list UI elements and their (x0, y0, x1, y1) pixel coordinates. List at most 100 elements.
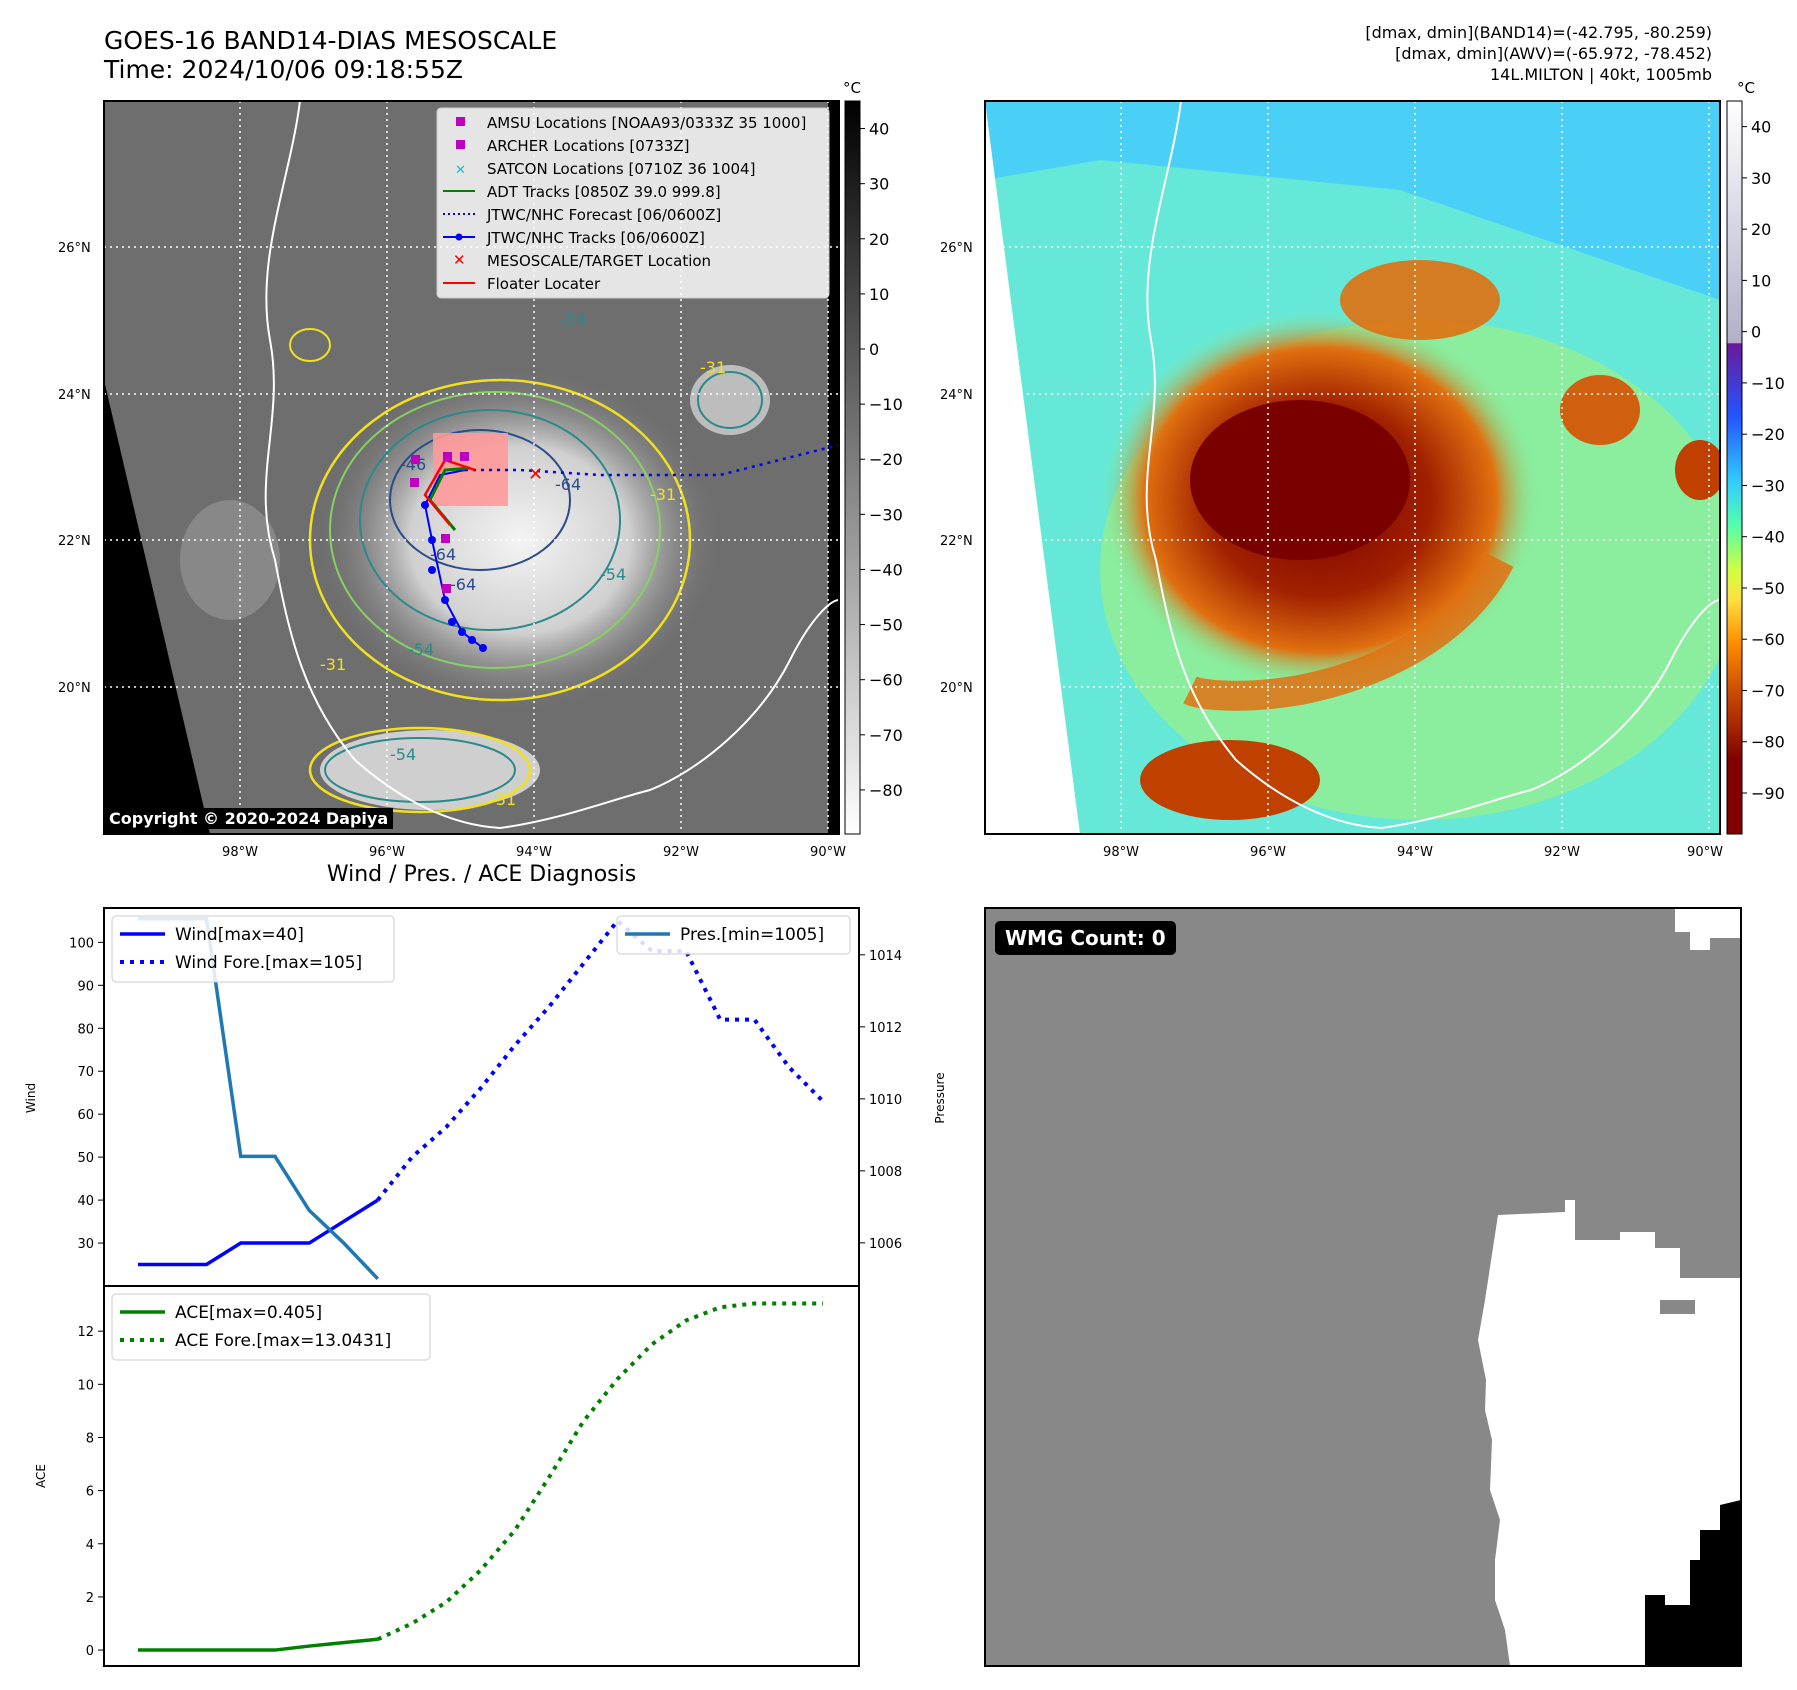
colorbar-tick-label: −60 (869, 671, 903, 690)
wmg-gray-block (1660, 1300, 1695, 1314)
lat-label: 22°N (58, 534, 91, 549)
ace-axis-label: ACE (34, 1464, 48, 1488)
y-tick-label: 40 (77, 1194, 94, 1209)
ir-contour-64 (389, 429, 571, 571)
y-tick-label: 8 (86, 1431, 94, 1446)
legend-label: ADT Tracks [0850Z 39.0 999.8] (487, 183, 721, 201)
color-map-frame (984, 100, 1721, 835)
ir-map-panel: -46 -54 -64 -31 -54 -31 -64 -54 -31 -54 … (58, 100, 846, 860)
colorbar-tick-label: −30 (869, 505, 903, 524)
colorbar-tick-label: 20 (1751, 220, 1771, 239)
ir-contour-label: -31 (700, 358, 726, 377)
pressure-legend-label: Pres.[min=1005] (680, 925, 824, 945)
y-tick-label: 6 (86, 1485, 94, 1500)
colorbar-tick-label: −70 (1751, 681, 1785, 700)
info-line-2: [dmax, dmin](AWV)=(-65.972, -78.452) (1395, 44, 1712, 63)
page-title: GOES-16 BAND14-DIAS MESOSCALE Time: 2024… (104, 26, 557, 84)
color-gridlines (985, 101, 1720, 834)
title-line-2: Time: 2024/10/06 09:18:55Z (104, 55, 463, 84)
colorbar-tick-label: 30 (869, 175, 889, 194)
title-line-1: GOES-16 BAND14-DIAS MESOSCALE (104, 26, 558, 55)
color-colorbar: °C 40 30 20 10 0 −10 −20 −30 −40 −50 −60 −70 −80 −90 (1726, 79, 1785, 835)
colorbar-tick-label: 20 (869, 230, 889, 249)
lon-label: 94°W (1397, 845, 1433, 860)
lat-label: 26°N (58, 241, 91, 256)
colorbar-tick-label: −50 (1751, 579, 1785, 598)
wmg-white-corner (1675, 908, 1741, 950)
ir-contour-label: -54 (600, 565, 626, 584)
colorbar-tick-label: −50 (869, 616, 903, 635)
archer-legend-marker (456, 140, 465, 149)
y-right-tick-label: 1006 (869, 1237, 902, 1252)
ir-contour-west (289, 328, 331, 362)
lat-label: 22°N (940, 534, 973, 549)
lat-label: 20°N (58, 681, 91, 696)
ir-contour-label: -64 (450, 575, 476, 594)
color-no-data-region (985, 101, 1080, 834)
color-colorbar-unit: °C (1737, 79, 1755, 97)
y-tick-label: 0 (86, 1644, 94, 1659)
wind-axis-label: Wind (24, 1083, 38, 1113)
ir-contour-south (324, 737, 516, 803)
series-line-0 (138, 1637, 378, 1652)
wind-legend-box (111, 915, 395, 983)
ir-eastern-cloud (690, 365, 770, 435)
y-tick-label: 4 (86, 1538, 94, 1553)
amsu-archer-markers (410, 452, 469, 593)
ace-chart: 12 10 8 6 4 2 0 ACE ACE[max=0.405] ACE Fore.[m… (34, 1285, 860, 1667)
gray-colorbar: °C 40 30 20 10 0 −10 −20 −30 −40 −50 −60 −70 −80 (843, 79, 903, 835)
colorbar-tick-label: −10 (1751, 374, 1785, 393)
y-tick-label: 2 (86, 1591, 94, 1606)
ir-southern-cloud (320, 730, 540, 810)
ace-forecast-legend-label: ACE Fore.[max=13.0431] (175, 1331, 391, 1351)
colorbar-tick-label: −80 (869, 781, 903, 800)
lon-label: 90°W (1687, 845, 1723, 860)
storm-info: [dmax, dmin](BAND14)=(-42.795, -80.259) … (1365, 22, 1712, 85)
lon-label: 96°W (369, 845, 405, 860)
colorbar-tick-label: −80 (1751, 733, 1785, 752)
y-tick-label: 50 (77, 1151, 94, 1166)
color-rain-band (1183, 552, 1514, 711)
ir-no-data-region (104, 101, 210, 834)
y-right-tick-label: 1010 (869, 1093, 902, 1108)
wind-y-ticks: 100 90 80 70 60 50 40 30 (69, 936, 104, 1252)
legend-box (436, 107, 830, 299)
colorbar-tick-label: −60 (1751, 630, 1785, 649)
colorbar-tick-label: 40 (1751, 118, 1771, 137)
y-tick-label: 12 (77, 1325, 94, 1340)
mesoscale-target-marker: ✕ (528, 464, 543, 485)
ir-coastline (264, 101, 839, 830)
color-lon-labels: 98°W 96°W 94°W 92°W 90°W (1103, 845, 1723, 860)
ir-map-frame (103, 100, 840, 835)
ir-contour-label: -54 (390, 745, 416, 764)
colorbar-tick-label: 10 (1751, 271, 1771, 290)
gray-colorbar-ticks: 40 30 20 10 0 −10 −20 −30 −40 −50 −60 −70 −80 (860, 120, 903, 800)
lon-label: 98°W (222, 845, 258, 860)
y-tick-label: 100 (69, 936, 94, 951)
lat-label: 26°N (940, 241, 973, 256)
color-coastline (1145, 101, 1720, 830)
jtwc-forecast (465, 443, 839, 477)
ir-lon-labels: 98°W 96°W 94°W 92°W 90°W (222, 845, 846, 860)
info-line-1: [dmax, dmin](BAND14)=(-42.795, -80.259) (1365, 23, 1712, 42)
color-lat-labels: 26°N 24°N 22°N 20°N (940, 241, 973, 696)
colorbar-tick-label: 10 (869, 285, 889, 304)
legend-label: ARCHER Locations [0733Z] (487, 137, 690, 155)
y-right-tick-label: 1012 (869, 1021, 902, 1036)
jtwc-track-points (421, 501, 487, 652)
ir-contour-label: -54 (560, 310, 586, 329)
ace-series-group (138, 1301, 823, 1652)
lat-label: 24°N (58, 388, 91, 403)
ir-contour-54 (359, 409, 621, 631)
legend-label: MESOSCALE/TARGET Location (487, 252, 711, 270)
color-map-dry-region (985, 101, 1720, 300)
ir-contour-label: -64 (555, 475, 581, 494)
ir-contour-label: -31 (650, 485, 676, 504)
ir-cloud-patch (180, 500, 280, 620)
y-tick-label: 70 (77, 1065, 94, 1080)
colorbar-tick-label: −90 (1751, 784, 1785, 803)
lon-label: 92°W (663, 845, 699, 860)
series-line-1 (376, 917, 825, 1202)
y-tick-label: 80 (77, 1022, 94, 1037)
